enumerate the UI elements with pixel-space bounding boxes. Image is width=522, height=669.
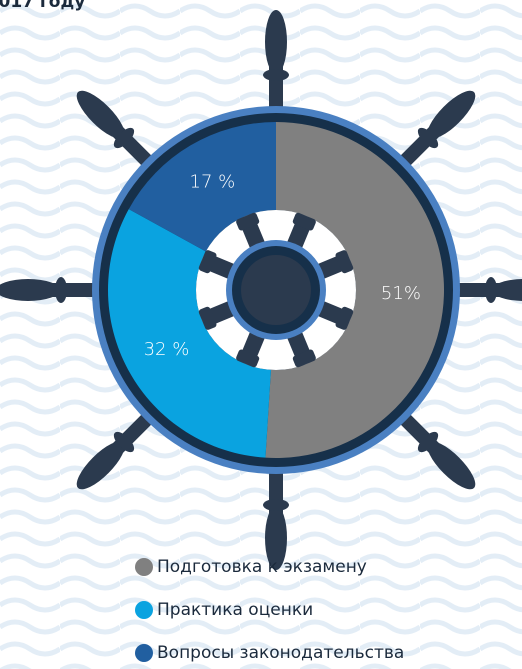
legend-label: Практика оценки: [157, 600, 313, 620]
knob-collar: [263, 69, 289, 81]
legend-label: Подготовка к экзамену: [157, 557, 367, 577]
hub-center: [241, 255, 311, 325]
knob-collar: [55, 277, 67, 303]
knob-collar: [263, 499, 289, 511]
legend-marker: [135, 601, 153, 619]
value-label: 51%: [381, 283, 421, 304]
legend-marker: [135, 644, 153, 662]
legend-label: Вопросы законодательства: [157, 643, 404, 663]
knob: [265, 10, 287, 74]
hub: [196, 210, 356, 370]
legend-marker: [135, 558, 153, 576]
knob-collar: [485, 277, 497, 303]
chart-title: в 2017 году: [0, 0, 85, 12]
value-label: 17 %: [190, 171, 236, 192]
value-label: 32 %: [144, 339, 190, 360]
chart: в 2017 году 51% 32 % 17 % Подготовка к экз…: [0, 0, 522, 669]
